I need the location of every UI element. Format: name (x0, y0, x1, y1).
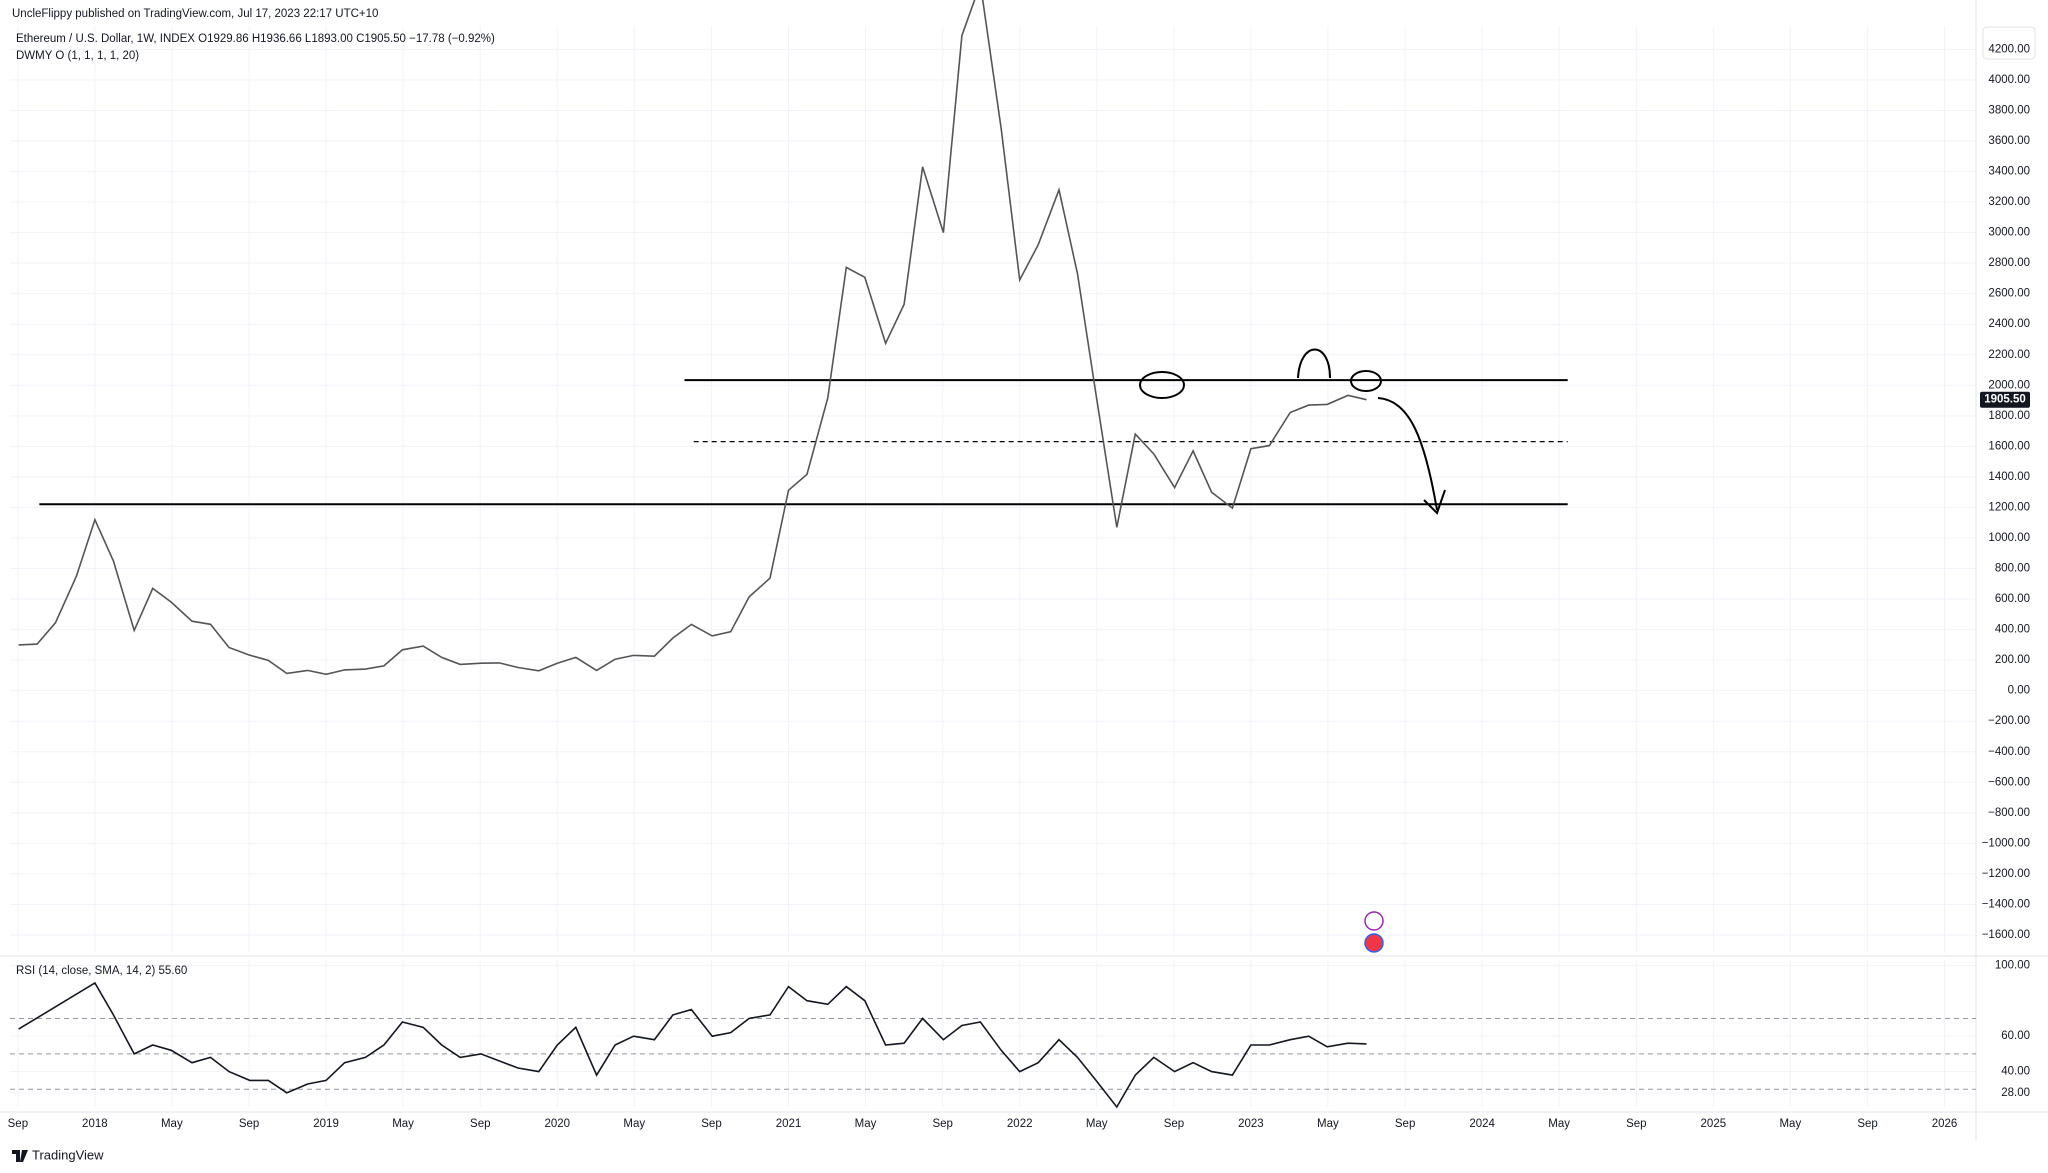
y-tick-label: −800.00 (1988, 807, 2030, 819)
x-tick-label: 2018 (82, 1118, 108, 1130)
y-tick-label: 600.00 (1995, 593, 2030, 605)
circle-mark (1139, 371, 1185, 399)
y-tick-label: 200.00 (1995, 654, 2030, 666)
y-tick-label: 2600.00 (1988, 288, 2030, 300)
x-tick-label: Sep (1395, 1118, 1415, 1130)
price-tag-label: 1905.50 (1984, 394, 2026, 406)
x-tick-label: May (1086, 1118, 1108, 1130)
series-line (18, 981, 1367, 1109)
arrow-mark (1377, 397, 1438, 511)
y-tick-label: 4200.00 (1988, 43, 2030, 55)
circle-mark (1350, 370, 1382, 392)
scale-button[interactable] (1982, 26, 2036, 60)
y-tick-label: 1400.00 (1988, 471, 2030, 483)
y-tick-label: 3000.00 (1988, 227, 2030, 239)
x-tick-label: May (1548, 1118, 1570, 1130)
x-tick-label: Sep (1857, 1118, 1877, 1130)
y-tick-label: −1600.00 (1982, 929, 2030, 941)
x-tick-label: May (161, 1118, 183, 1130)
x-tick-label: 2020 (544, 1118, 570, 1130)
symbol-legend: Ethereum / U.S. Dollar, 1W, INDEX O1929.… (16, 33, 495, 45)
x-tick-label: Sep (239, 1118, 259, 1130)
marks: Sep 2018 May Sep 2019 May Sep 2020 May Sep 2021 May… (8, 0, 2030, 1130)
logo (12, 1150, 28, 1162)
y-tick-label: 3400.00 (1988, 166, 2030, 178)
x-tick-label: May (855, 1118, 877, 1130)
y-tick-label: −600.00 (1988, 776, 2030, 788)
x-tick-label: Sep (1626, 1118, 1646, 1130)
x-tick-label: May (623, 1118, 645, 1130)
y-tick-label: 1800.00 (1988, 410, 2030, 422)
x-tick-label: 2021 (776, 1118, 802, 1130)
series-line (18, 0, 1367, 676)
indicator-legend: DWMY O (1, 1, 1, 1, 20) (16, 50, 139, 62)
arrow-head (1423, 489, 1446, 515)
y-tick-label: 800.00 (1995, 563, 2030, 575)
x-tick-label: May (1779, 1118, 1801, 1130)
y-tick-label: 1600.00 (1988, 440, 2030, 452)
event-icon[interactable] (1364, 933, 1384, 953)
rsi-legend: RSI (14, close, SMA, 14, 2) 55.60 (16, 965, 187, 977)
y-tick-label: 1000.00 (1988, 532, 2030, 544)
x-tick-label: Sep (932, 1118, 952, 1130)
y-tick-label: 0.00 (2008, 685, 2030, 697)
y-tick-label: 3600.00 (1988, 135, 2030, 147)
y-tick-label: 400.00 (1995, 624, 2030, 636)
publisher: UncleFlippy published on TradingView.com… (12, 8, 378, 20)
x-tick-label: 2024 (1469, 1118, 1495, 1130)
hand-drawings (1139, 348, 1446, 515)
y-tick-label: −1400.00 (1982, 898, 2030, 910)
x-tick-label: 2023 (1238, 1118, 1264, 1130)
x-tick-label: 2019 (313, 1118, 339, 1130)
y-tick-label: −1200.00 (1982, 868, 2030, 880)
y-tick-label: 2800.00 (1988, 257, 2030, 269)
y-tick-label: 40.00 (2001, 1066, 2030, 1078)
y-tick-label: −1000.00 (1982, 837, 2030, 849)
x-tick-label: Sep (701, 1118, 721, 1130)
y-tick-label: 2400.00 (1988, 318, 2030, 330)
y-tick-label: 2000.00 (1988, 379, 2030, 391)
x-tick-label: 2026 (1932, 1118, 1958, 1130)
x-tick-label: May (392, 1118, 414, 1130)
y-tick-label: −400.00 (1988, 746, 2030, 758)
y-tick-label: 3800.00 (1988, 104, 2030, 116)
footer-brand: TradingView (32, 1147, 104, 1162)
x-tick-label: Sep (8, 1118, 28, 1130)
y-tick-label: 1200.00 (1988, 501, 2030, 513)
event-icon[interactable] (1364, 911, 1384, 931)
y-tick-label: 28.00 (2001, 1087, 2030, 1099)
x-tick-label: 2022 (1007, 1118, 1033, 1130)
y-tick-label: 2200.00 (1988, 349, 2030, 361)
grid (10, 26, 1976, 1107)
x-tick-label: May (1317, 1118, 1339, 1130)
y-tick-label: 3200.00 (1988, 196, 2030, 208)
y-tick-label: 4000.00 (1988, 74, 2030, 86)
x-tick-label: Sep (1164, 1118, 1184, 1130)
x-tick-label: 2025 (1701, 1118, 1727, 1130)
y-tick-label: 60.00 (2001, 1030, 2030, 1042)
y-tick-label: −200.00 (1988, 715, 2030, 727)
arc-mark (1297, 348, 1331, 379)
x-tick-label: Sep (470, 1118, 490, 1130)
y-tick-label: 100.00 (1995, 959, 2030, 971)
price-tag (1980, 391, 2030, 408)
